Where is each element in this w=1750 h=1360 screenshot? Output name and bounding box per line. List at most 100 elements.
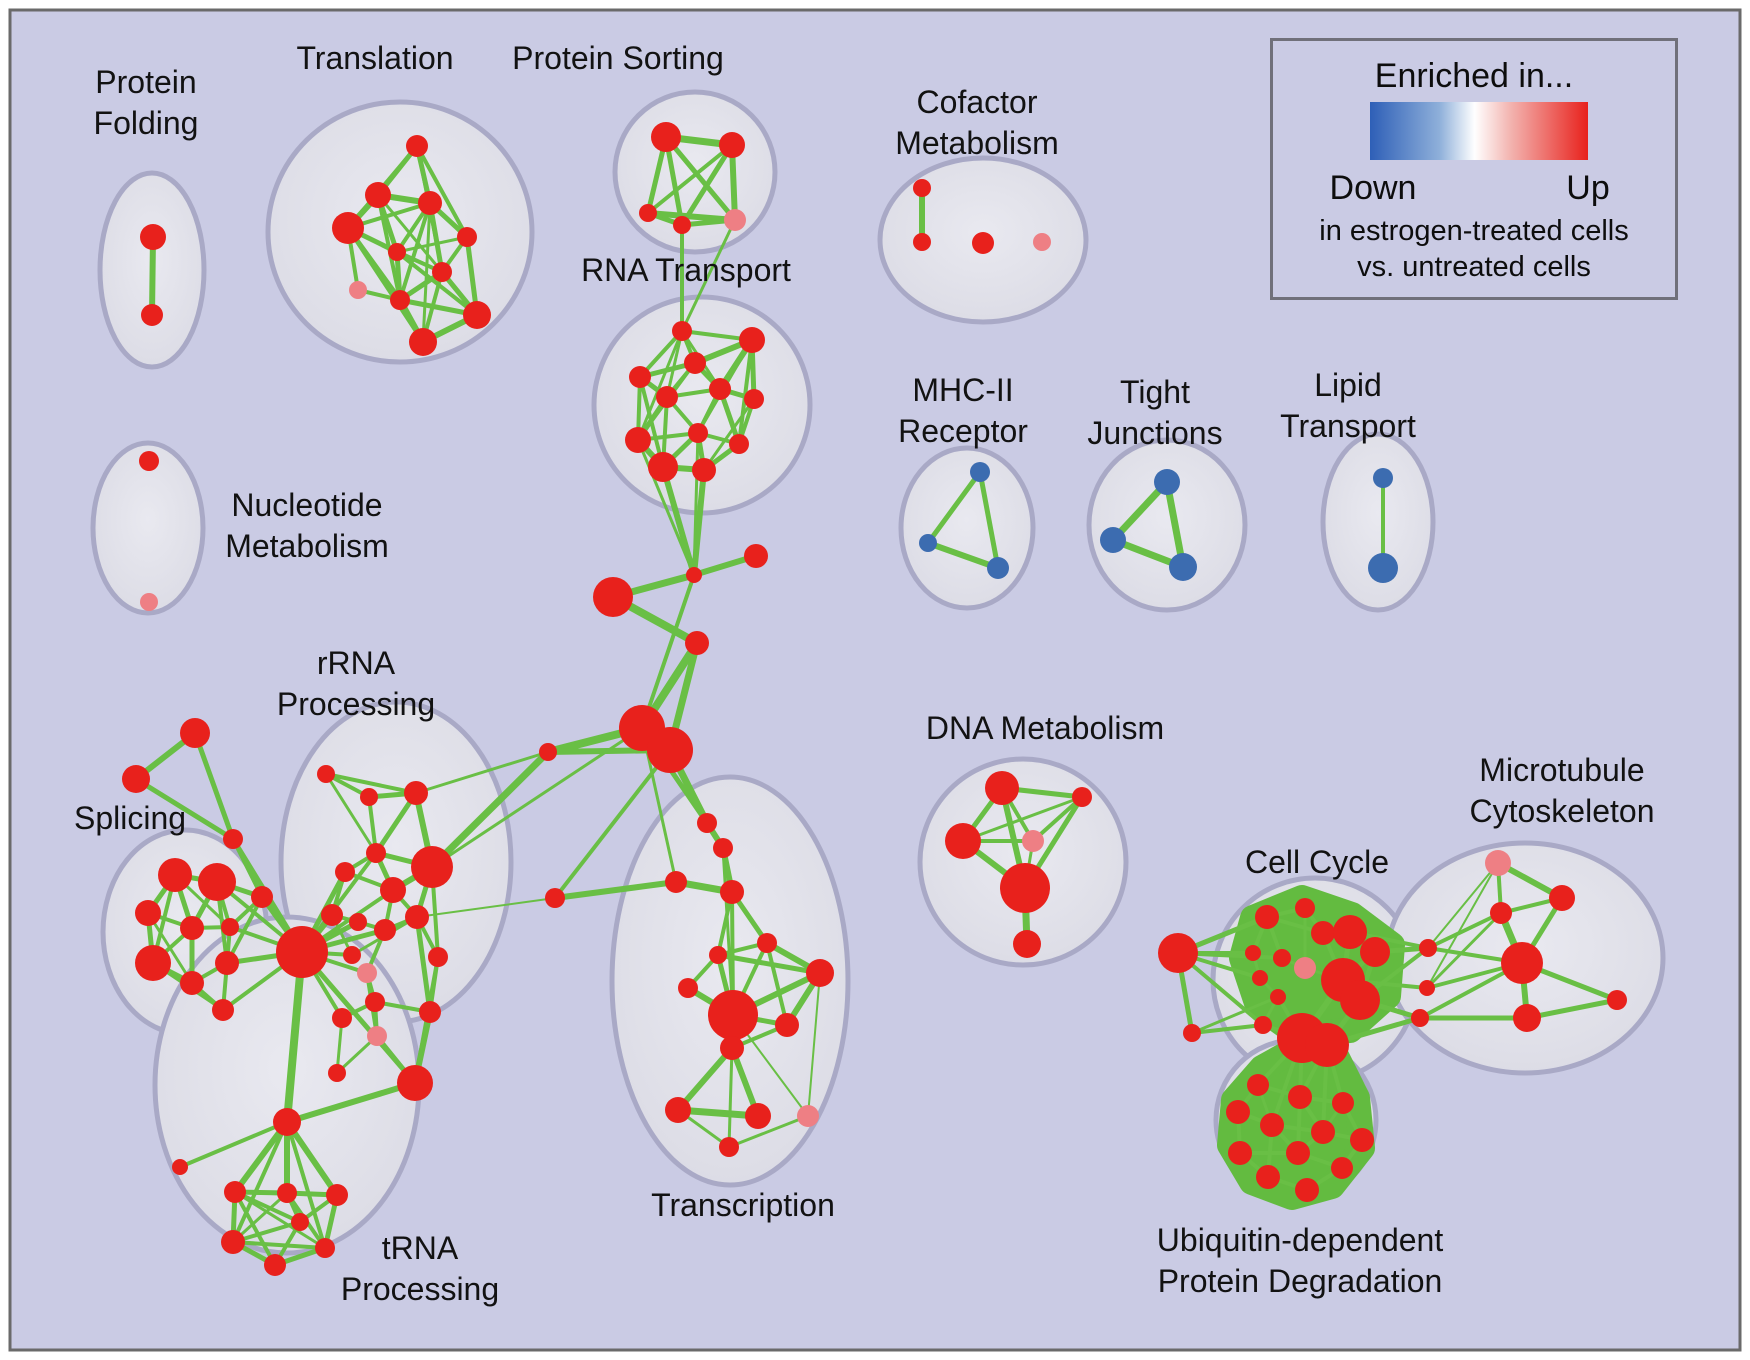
similarity-edge [233,1190,277,1267]
gene-set-node [357,963,377,983]
gene-set-node [647,727,693,773]
gene-set-node [913,179,931,197]
cluster-label-lipid-transport: Lipid Transport [1280,367,1416,444]
similarity-edge [231,1120,289,1244]
gene-set-node [1368,553,1398,583]
gene-set-node [1169,553,1197,581]
gene-set-node [140,224,166,250]
similarity-edge [765,941,789,1027]
gene-set-node [1419,939,1437,957]
gene-set-node [1158,933,1198,973]
gene-set-node [1295,1178,1319,1202]
gene-set-node [276,926,328,978]
gene-set-node [1270,989,1286,1005]
gene-set-node [1183,1024,1201,1042]
gene-set-node [1245,945,1261,961]
cluster-label-transcription: Transcription [651,1187,835,1223]
gene-set-node [1022,830,1044,852]
gene-set-node [1332,1092,1354,1114]
similarity-edge [414,750,550,795]
similarity-edge [660,464,697,578]
gene-set-node [744,544,768,568]
gene-set-node [332,1008,352,1028]
cluster-region-tight-junctions [1086,437,1248,613]
gene-set-node [405,905,429,929]
gene-set-node [972,232,994,254]
gene-set-node [223,829,243,849]
gene-set-node [1288,1085,1312,1109]
similarity-edge [231,1191,289,1244]
cluster-label-cofactor-metabolism: Cofactor Metabolism [895,84,1059,161]
similarity-edge [146,911,194,985]
gene-set-node [720,1036,744,1060]
gene-set-node [651,122,681,152]
gene-set-node [273,1108,301,1136]
gene-set-node [744,389,764,409]
similarity-edge [925,540,1001,571]
gene-set-node [328,1064,346,1082]
legend-down-label: Down [1329,169,1417,207]
gene-set-node [457,227,477,247]
gene-set-node [987,557,1009,579]
gene-set-node [326,1184,348,1206]
gene-set-node [1228,1141,1252,1165]
similarity-edge [1426,911,1503,950]
gene-set-node [432,262,452,282]
cluster-label-trna-processing: tRNA Processing [341,1230,499,1307]
gene-set-node [1260,1113,1284,1137]
similarity-edge [1190,1023,1265,1035]
gene-set-node [688,423,708,443]
gene-set-node [1255,905,1279,929]
gene-set-node [720,880,744,904]
similarity-edge [283,948,306,1126]
gene-set-node [775,1013,799,1037]
gene-set-node [686,567,702,583]
similarity-edge [414,914,433,1015]
gene-set-node [122,765,150,793]
gene-set-node [945,823,981,859]
gene-set-node [1311,1120,1335,1144]
gene-set-node [739,327,765,353]
gene-set-node [719,1137,739,1157]
similarity-edge [1524,997,1620,1021]
gene-set-node [335,862,355,882]
gene-set-node [135,945,171,981]
gene-set-node [349,281,367,299]
similarity-edge [428,748,552,871]
gene-set-node [315,1238,335,1258]
gene-set-node [374,919,396,941]
similarity-edge [638,375,665,469]
similarity-edge [925,469,983,546]
similarity-edge [640,573,696,730]
gene-set-node [729,434,749,454]
gene-set-node [1490,902,1512,924]
gene-set-node [919,534,937,552]
gene-set-node [180,971,204,995]
similarity-edge [807,972,821,1117]
similarity-edge [636,438,696,577]
similarity-edge [646,143,734,215]
gene-set-node [251,886,273,908]
gene-set-node [388,243,406,261]
similarity-edge [232,1119,290,1195]
gene-set-node [1607,990,1627,1010]
gene-set-node [365,992,385,1012]
cluster-label-protein-sorting: Protein Sorting [512,40,724,76]
gene-set-node [409,328,437,356]
gene-set-node [1350,1128,1374,1152]
similarity-edge [675,1045,735,1113]
gene-set-node [264,1254,286,1276]
gene-set-node [406,135,428,157]
gene-set-node [390,290,410,310]
gene-set-node [1286,1141,1310,1165]
gene-set-node [672,321,692,341]
similarity-edge [665,329,684,399]
similarity-edge [231,1240,327,1250]
similarity-edge [324,772,378,855]
similarity-edge [645,210,738,223]
gene-set-node [806,959,834,987]
gene-set-node [419,1001,441,1023]
similarity-edge [1190,995,1280,1035]
similarity-edge [225,895,264,965]
gene-set-node [141,304,163,326]
